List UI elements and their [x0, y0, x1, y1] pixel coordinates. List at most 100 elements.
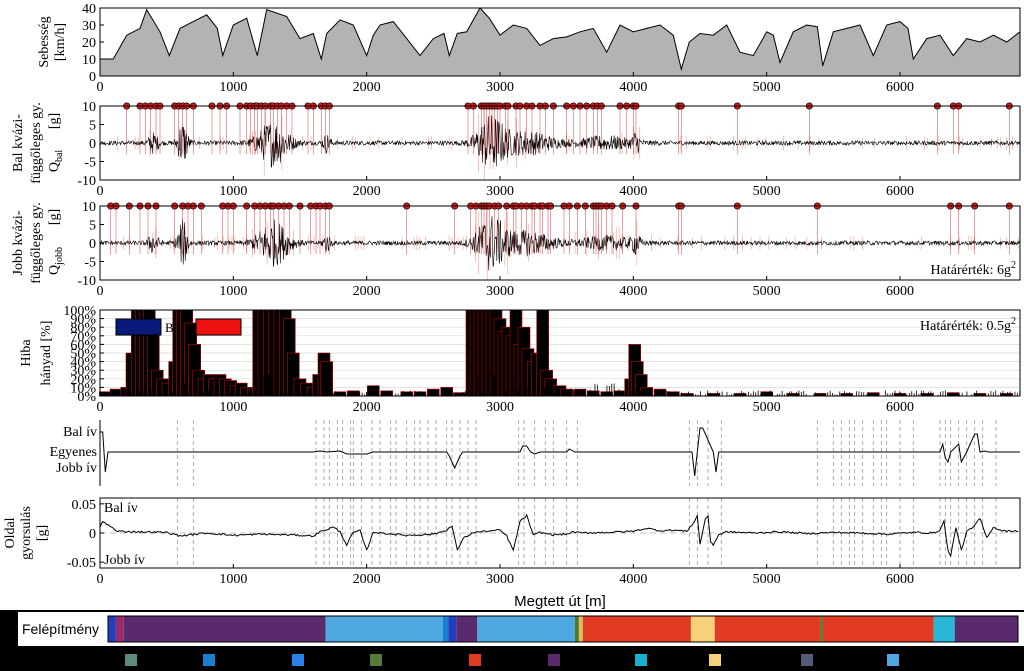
superstructure-segment: [714, 616, 821, 642]
y-tick-label: 5: [89, 219, 96, 234]
y-axis-label: Oldal: [3, 517, 18, 548]
y-tick-label: 10: [82, 53, 96, 68]
threshold-annotation: Határérték: 0.5g2: [920, 316, 1016, 334]
x-tick-label: 3000: [486, 572, 514, 587]
curvature-line: [100, 427, 1020, 477]
x-tick-label: 5000: [753, 184, 781, 199]
y-tick-label: 90%: [70, 313, 96, 328]
superstructure-legend-swatch: [370, 654, 382, 666]
signal-line: [99, 115, 1021, 168]
x-tick-label: 1000: [219, 284, 247, 299]
y-axis-label: hányad [%]: [39, 321, 54, 386]
y-axis-label: [km/h]: [53, 23, 68, 61]
state-label-right: Jobb ív: [56, 461, 97, 476]
superstructure-legend-swatch: [709, 654, 721, 666]
y-axis-label: Hiba: [19, 339, 34, 367]
superstructure-segment: [954, 616, 1018, 642]
y-tick-label: 50%: [70, 347, 96, 362]
signal-line: [99, 216, 1021, 271]
y-tick-label: 10: [82, 100, 96, 115]
threshold-annotation-text: Határérték: 0.5g: [920, 319, 1011, 334]
superstructure-legend-swatch: [887, 654, 899, 666]
superstructure-segment: [325, 616, 443, 642]
y-axis-symbol-q: Q: [47, 265, 62, 275]
y-axis-label: függőleges gy.: [29, 102, 44, 184]
superstructure-legend-swatch: [292, 654, 304, 666]
y-tick-label: 20: [82, 36, 96, 51]
x-tick-label: 0: [97, 80, 104, 95]
y-axis-label: Bal kvázi-: [11, 114, 26, 172]
y-tick-label: 0: [89, 70, 96, 85]
y-tick-label: 40: [82, 2, 96, 17]
x-tick-label: 0: [97, 284, 104, 299]
y-tick-label: 10%: [70, 381, 96, 396]
x-tick-label: 0: [97, 184, 104, 199]
superstructure-segment: [690, 616, 715, 642]
x-tick-label: 4000: [619, 80, 647, 95]
x-axis-label: Megtett út [m]: [514, 593, 606, 610]
y-tick-label: 30: [82, 19, 96, 34]
x-tick-label: 2000: [353, 284, 381, 299]
error-bar: [380, 390, 394, 397]
x-tick-label: 6000: [886, 184, 914, 199]
error-bar: [400, 391, 414, 397]
x-tick-label: 2000: [353, 572, 381, 587]
superstructure-segment: [123, 616, 326, 642]
x-tick-label: 1000: [219, 400, 247, 415]
x-tick-label: 6000: [886, 80, 914, 95]
y-tick-label: 0: [89, 527, 96, 542]
y-tick-label: 30%: [70, 364, 96, 379]
superstructure-legend-swatch: [635, 654, 647, 666]
x-tick-label: 0: [97, 572, 104, 587]
error-bar: [320, 361, 334, 397]
superstructure-segment: [820, 616, 823, 642]
x-tick-label: 4000: [619, 284, 647, 299]
error-bar: [99, 391, 112, 397]
y-tick-label: -10: [77, 174, 96, 189]
superstructure-segment: [582, 616, 691, 642]
threshold-annotation: Határérték: 6g2: [931, 260, 1016, 278]
legend-swatch-left: [115, 318, 162, 336]
superstructure-legend-swatch: [469, 654, 481, 666]
x-tick-label: 1000: [219, 572, 247, 587]
y-axis-label: Sebesség: [37, 16, 52, 67]
speed-area: [99, 7, 1021, 77]
y-tick-label: 0.05: [72, 498, 97, 513]
y-axis-symbol-q: Q: [47, 162, 62, 172]
annotation-right-curve: Jobb ív: [104, 553, 145, 568]
superstructure-legend-swatch: [801, 654, 813, 666]
threshold-annotation-text: Határérték: 6g: [931, 263, 1011, 278]
x-tick-label: 2000: [353, 184, 381, 199]
error-bar: [109, 388, 123, 397]
y-tick-label: -0.05: [67, 556, 96, 571]
superstructure-segment: [448, 616, 457, 642]
legend-swatch-right: [195, 318, 242, 336]
y-tick-label: 5: [89, 119, 96, 134]
x-tick-label: 6000: [886, 284, 914, 299]
y-tick-label: -10: [77, 274, 96, 289]
x-tick-label: 6000: [886, 400, 914, 415]
x-tick-label: 2000: [353, 400, 381, 415]
y-tick-label: -5: [84, 156, 96, 171]
y-axis-label: [g]: [35, 525, 50, 541]
x-tick-label: 3000: [486, 80, 514, 95]
superstructure-legend-swatch: [125, 654, 137, 666]
superstructure-segment: [115, 616, 124, 642]
y-axis-symbol-sub: jobb: [54, 247, 65, 266]
y-axis-symbol: Qjobb: [47, 247, 65, 275]
y-tick-label: 20%: [70, 373, 96, 388]
y-axis-unit: [g]: [47, 209, 62, 225]
y-axis-symbol-sub: bal: [54, 150, 65, 162]
y-tick-label: 70%: [70, 330, 96, 345]
y-tick-label: 10: [82, 200, 96, 215]
x-tick-label: 0: [97, 400, 104, 415]
superstructure-segment: [108, 616, 116, 642]
x-tick-label: 4000: [619, 572, 647, 587]
superstructure-segment: [822, 616, 934, 642]
x-tick-label: 3000: [486, 400, 514, 415]
x-tick-label: 1000: [219, 184, 247, 199]
y-tick-label: 60%: [70, 338, 96, 353]
error-bar: [613, 390, 627, 397]
x-tick-label: 4000: [619, 400, 647, 415]
